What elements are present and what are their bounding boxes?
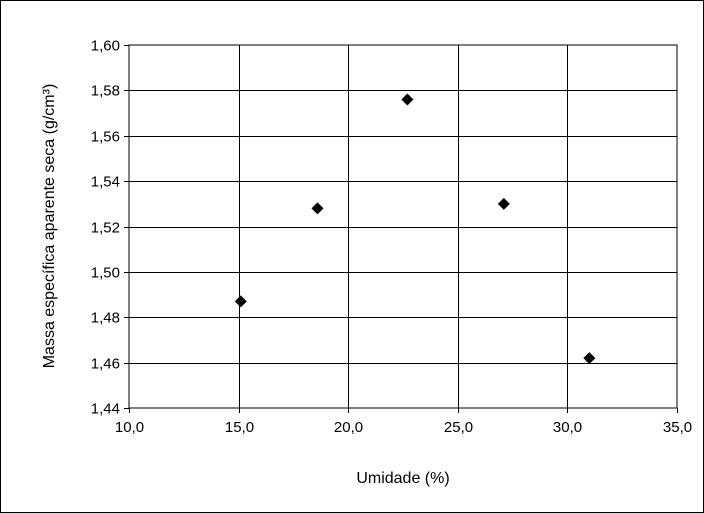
x-tick-label: 30,0 xyxy=(553,419,582,436)
x-tick-label: 20,0 xyxy=(334,419,363,436)
x-axis-ticks: 10,0 15,0 20,0 25,0 30,0 35,0 xyxy=(115,408,692,436)
data-point xyxy=(234,295,247,308)
x-tick-label: 10,0 xyxy=(115,419,144,436)
y-tick-label: 1,58 xyxy=(91,83,120,100)
data-points xyxy=(234,93,596,365)
y-tick-label: 1,46 xyxy=(91,356,120,373)
y-tick-label: 1,44 xyxy=(91,401,120,418)
x-tick-label: 35,0 xyxy=(663,419,692,436)
y-tick-label: 1,50 xyxy=(91,265,120,282)
data-point xyxy=(583,352,596,365)
x-axis-title: Umidade (%) xyxy=(356,470,449,487)
data-point xyxy=(311,202,324,215)
y-tick-label: 1,56 xyxy=(91,129,120,146)
horizontal-gridlines xyxy=(129,90,677,364)
data-point xyxy=(401,93,414,106)
vertical-gridlines xyxy=(239,45,568,408)
data-point xyxy=(497,197,510,210)
y-tick-label: 1,60 xyxy=(91,38,120,55)
y-tick-label: 1,48 xyxy=(91,310,120,327)
plot-area xyxy=(129,45,677,408)
y-tick-label: 1,54 xyxy=(91,174,120,191)
y-axis-ticks: 1,44 1,46 1,48 1,50 1,52 1,54 1,56 1,58 1,60 xyxy=(91,38,129,418)
y-tick-label: 1,52 xyxy=(91,220,120,237)
x-tick-label: 25,0 xyxy=(444,419,473,436)
plot-border xyxy=(128,44,678,409)
y-axis-title: Massa específica aparente seca (g/cm³) xyxy=(41,84,58,369)
x-tick-label: 15,0 xyxy=(225,419,254,436)
